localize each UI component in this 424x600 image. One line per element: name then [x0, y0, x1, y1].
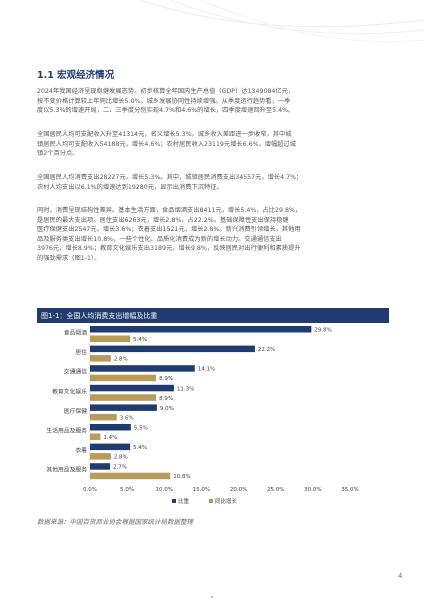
data-label: 2.8% — [114, 455, 128, 461]
data-label: 11.3% — [177, 386, 194, 392]
paragraph-line: 度以5.3%的增速开局，二、三季度分别实现4.7%和4.6%的增长，四季度增速回… — [37, 107, 295, 114]
legend-label: 比重 — [178, 497, 190, 505]
paragraph-line: 按不变价格计算较上年同比增长5.0%。城乡发展协同性持续增强。从季度运行趋势看，… — [37, 97, 291, 105]
paragraph-line: 全国居民人均消费支出28227元，增长5.3%。其中，城镇居民消费支出34557… — [37, 174, 303, 181]
paragraph-income: 全国居民人均可支配收入升至41314元，名义增长5.3%。城乡收入差距进一步收窄… — [37, 130, 389, 159]
paragraph-line: 镇2个百分点。 — [37, 150, 79, 157]
data-label: 5.4% — [133, 337, 147, 343]
bar-share — [90, 365, 195, 372]
top-wave-decoration — [139, 0, 424, 43]
data-label: 22.2% — [258, 347, 275, 353]
category-label: 医疗保健 — [64, 407, 87, 415]
bar-growth — [90, 433, 101, 440]
paragraph-line: 全国居民人均可支配收入升至41314元，名义增长5.3%。城乡收入差距进一步收窄… — [37, 131, 292, 138]
paragraph-line: 品及服务类支出增长10.8%，一些个性化、品质化消费成为新的增长动力。交通通信支… — [37, 235, 282, 243]
x-tick-label: 0.0% — [83, 487, 97, 493]
bar-growth — [90, 374, 157, 382]
category-label: 其他用品及服务 — [46, 466, 87, 474]
bar-growth — [90, 453, 111, 460]
category-label: 教育文化娱乐 — [52, 387, 87, 395]
x-tick-label: 30.0% — [304, 487, 321, 493]
bar-share — [90, 345, 255, 353]
chart-header: 图1-1：全国人均消费支出增幅及比重 — [37, 308, 389, 323]
data-label: 5.5% — [134, 426, 148, 432]
paragraph-line: 2024年我国经济呈现稳健发展态势。初步核算全年国内生产总值（GDP）达1349… — [37, 88, 295, 95]
data-label: 1.4% — [103, 435, 117, 441]
chart-title: 图1-1：全国人均消费支出增幅及比重 — [41, 312, 158, 320]
bar-share — [90, 326, 312, 333]
bar-growth — [90, 355, 111, 362]
legend-swatch — [172, 499, 176, 503]
bar-growth — [90, 394, 157, 401]
data-label: 29.8% — [314, 328, 331, 334]
paragraph-gdp: 2024年我国经济呈现稳健发展态势。初步核算全年国内生产总值（GDP）达1349… — [37, 87, 389, 116]
category-label: 衣着 — [75, 446, 87, 454]
paragraph-line: 医疗保健支出2547元，增长3.6%；衣着支出1521元，增长2.8%。新兴消费… — [37, 226, 301, 233]
bar-share — [90, 443, 131, 451]
bar-share — [90, 424, 131, 431]
legend-swatch — [209, 499, 213, 503]
category-label: 食品烟酒 — [64, 329, 87, 337]
paragraph-line: 同时，消费呈现结构性差异。基本生活方面，食品烟酒支出8411元，增长5.4%，占… — [37, 207, 302, 214]
x-tick-label: 15.0% — [193, 487, 210, 493]
page-number: 4 — [398, 572, 403, 580]
paragraph-line: 3976元，增长8.9%；教育文化娱乐支出3189元，增长9.8%，反映居民对出… — [37, 245, 301, 252]
paragraph-consumption: 全国居民人均消费支出28227元，增长5.3%。其中，城镇居民消费支出34557… — [37, 173, 389, 192]
bottom-dot — [211, 596, 213, 598]
x-tick-label: 10.0% — [156, 487, 173, 493]
category-label: 交通通信 — [64, 368, 87, 376]
bar-share — [90, 404, 157, 411]
chart-area: 食品烟酒 29.8% 5.4% 居住 22.2% 2.8% 交通通信 14.1% 8.9% 教育文… — [37, 323, 389, 509]
x-tick-label: 25.0% — [267, 487, 284, 493]
bar-growth — [90, 472, 171, 480]
consumption-bar-chart: 食品烟酒 29.8% 5.4% 居住 22.2% 2.8% 交通通信 14.1% 8.9% 教育文… — [46, 323, 359, 505]
bar-share — [90, 463, 111, 470]
bar-share — [90, 384, 174, 392]
data-label: 3.6% — [120, 415, 134, 421]
paragraph-line: 农村人均支出以6.1%的增速达到19280元，显示出消费下沉特征。 — [37, 183, 223, 191]
x-tick-label: 20.0% — [230, 487, 247, 493]
paragraph-line: 是居民的最大支出项。居住支出6263元，增长2.8%，占22.2%。基础保障性支… — [37, 216, 289, 224]
bar-growth — [90, 335, 131, 342]
data-label: 8.9% — [159, 376, 173, 382]
data-label: 2.8% — [114, 357, 128, 363]
paragraph-structure: 同时，消费呈现结构性差异。基本生活方面，食品烟酒支出8411元，增长5.4%，占… — [37, 206, 389, 263]
section-title: 1.1 宏观经济情况 — [37, 70, 115, 81]
data-source-note: 数据来源：中国百货商业协会根据国家统计局数据整理 — [37, 518, 193, 526]
data-label: 8.9% — [159, 396, 173, 402]
x-tick-label: 35.0% — [341, 487, 358, 493]
bar-growth — [90, 413, 117, 421]
data-label: 5.4% — [133, 445, 147, 451]
data-label: 14.1% — [198, 367, 215, 373]
data-label: 2.7% — [113, 465, 127, 471]
category-label: 生活用品及服务 — [46, 427, 87, 435]
paragraph-line: 的强劲需求（图1-1）。 — [37, 254, 101, 262]
legend-label: 同比增长 — [215, 497, 238, 505]
x-tick-label: 5.0% — [120, 487, 134, 493]
data-label: 10.8% — [173, 474, 190, 480]
paragraph-line: 镇居民人均可支配收入54188元，增长4.6%；农村居民收入23119元增长6.… — [37, 140, 297, 148]
category-label: 居住 — [75, 348, 87, 356]
data-label: 9.0% — [160, 406, 174, 412]
